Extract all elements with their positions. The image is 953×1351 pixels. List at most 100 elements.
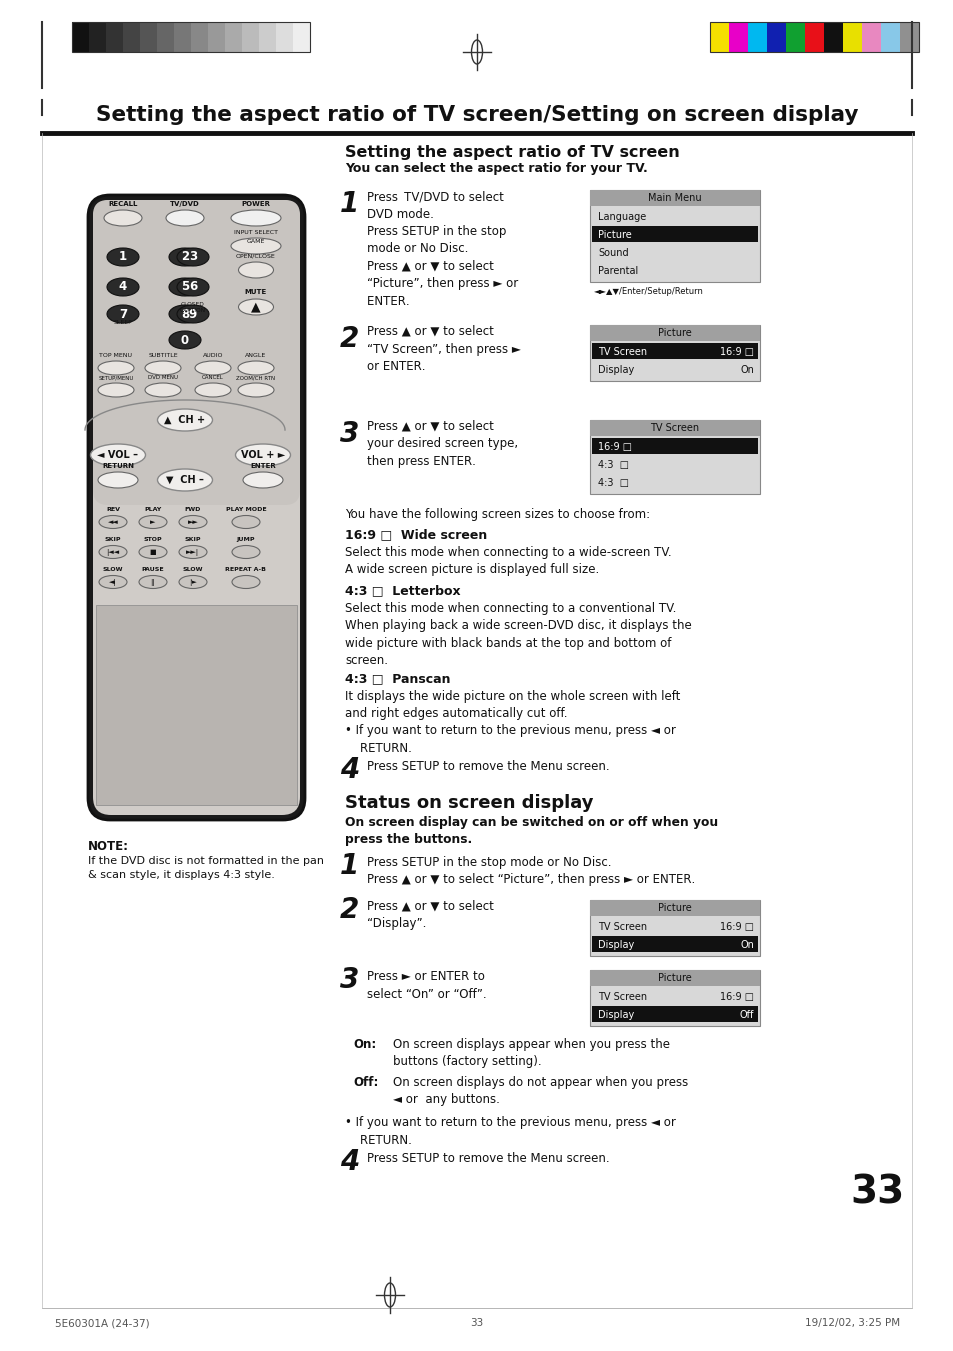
Text: ►: ► <box>151 519 155 526</box>
Text: Press ​SETUP​ to remove the Menu screen.: Press ​SETUP​ to remove the Menu screen. <box>367 761 609 773</box>
Bar <box>106 22 123 51</box>
Text: 1: 1 <box>339 190 359 218</box>
Text: PLAY: PLAY <box>144 507 161 512</box>
Text: Sound: Sound <box>598 249 628 258</box>
Text: Language: Language <box>598 212 645 222</box>
Text: Picture: Picture <box>658 973 691 984</box>
Ellipse shape <box>179 546 207 558</box>
Bar <box>747 22 766 51</box>
Bar <box>96 605 296 805</box>
Text: Select this mode when connecting to a wide-screen TV.
A wide screen picture is d: Select this mode when connecting to a wi… <box>345 546 671 577</box>
Bar <box>71 22 310 51</box>
Text: Off: Off <box>739 1011 753 1020</box>
Ellipse shape <box>238 262 274 278</box>
Ellipse shape <box>145 382 181 397</box>
Ellipse shape <box>177 249 209 266</box>
Bar <box>899 22 918 51</box>
Text: SKIP: SKIP <box>105 536 121 542</box>
Bar <box>140 22 157 51</box>
Text: On: On <box>740 365 753 376</box>
Text: You have the following screen sizes to choose from:: You have the following screen sizes to c… <box>345 508 649 521</box>
Text: TV Screen: TV Screen <box>650 423 699 434</box>
Bar <box>123 22 140 51</box>
Ellipse shape <box>99 516 127 528</box>
Text: PAUSE: PAUSE <box>142 567 164 571</box>
Ellipse shape <box>169 278 201 296</box>
Text: Main Menu: Main Menu <box>647 193 701 203</box>
Ellipse shape <box>179 576 207 589</box>
Ellipse shape <box>177 278 209 296</box>
Bar <box>592 1006 758 1021</box>
Text: 19/12/02, 3:25 PM: 19/12/02, 3:25 PM <box>804 1319 899 1328</box>
Text: FWD: FWD <box>185 507 201 512</box>
Bar <box>157 22 173 51</box>
Text: ◄◄: ◄◄ <box>108 519 118 526</box>
Text: 2: 2 <box>339 326 359 353</box>
Text: SKIP: SKIP <box>185 536 201 542</box>
Text: 3: 3 <box>339 966 359 994</box>
Text: On: On <box>740 940 753 950</box>
Text: Press ▲ or ▼ to select
“Display”.: Press ▲ or ▼ to select “Display”. <box>367 900 494 931</box>
Text: Display: Display <box>598 365 634 376</box>
Bar <box>862 22 880 51</box>
Text: 0: 0 <box>181 334 189 346</box>
Bar <box>242 22 258 51</box>
FancyBboxPatch shape <box>92 200 299 815</box>
Ellipse shape <box>98 382 133 397</box>
Text: On screen displays appear when you press the
buttons (factory setting).: On screen displays appear when you press… <box>393 1038 669 1069</box>
Text: 8: 8 <box>181 308 189 320</box>
Text: ▲: ▲ <box>251 300 260 313</box>
Bar <box>225 22 242 51</box>
Text: NOTE:: NOTE: <box>88 840 129 852</box>
Ellipse shape <box>98 361 133 376</box>
Bar <box>592 343 758 359</box>
Text: 16:9 □: 16:9 □ <box>720 992 753 1002</box>
Text: ◄►▲▼/Enter/Setup/Return: ◄►▲▼/Enter/Setup/Return <box>594 288 703 296</box>
Text: 33: 33 <box>470 1319 483 1328</box>
FancyBboxPatch shape <box>92 200 299 505</box>
Ellipse shape <box>231 209 281 226</box>
Ellipse shape <box>139 546 167 558</box>
Text: ◄|: ◄| <box>109 578 117 585</box>
Text: Picture: Picture <box>658 328 691 338</box>
Text: • If you want to return to the previous menu, press ◄ or
    ​RETURN​.: • If you want to return to the previous … <box>345 724 675 754</box>
Bar <box>589 420 760 494</box>
Ellipse shape <box>232 576 260 589</box>
Text: INPUT SELECT: INPUT SELECT <box>233 230 277 235</box>
Ellipse shape <box>99 576 127 589</box>
Ellipse shape <box>145 361 181 376</box>
Text: |◄◄: |◄◄ <box>107 549 119 555</box>
Ellipse shape <box>243 471 283 488</box>
Text: RETURN: RETURN <box>102 463 133 469</box>
Text: ENTER: ENTER <box>250 463 275 469</box>
Text: SUBTITLE: SUBTITLE <box>148 353 177 358</box>
Text: RECALL: RECALL <box>109 201 137 207</box>
Text: 9: 9 <box>189 308 197 320</box>
Bar <box>728 22 747 51</box>
Ellipse shape <box>169 331 201 349</box>
Text: On screen display can be switched on or off when you
press the buttons.: On screen display can be switched on or … <box>345 816 718 846</box>
Text: 3: 3 <box>339 420 359 449</box>
Text: 1: 1 <box>339 852 359 880</box>
Text: If the DVD disc is not formatted in the pan
& scan style, it displays 4:3 style.: If the DVD disc is not formatted in the … <box>88 857 324 880</box>
Bar <box>880 22 899 51</box>
Text: Parental: Parental <box>598 266 638 276</box>
Text: 6: 6 <box>189 281 197 293</box>
Bar <box>589 190 760 205</box>
Ellipse shape <box>232 546 260 558</box>
Bar <box>589 970 760 1025</box>
Text: ►►|: ►►| <box>186 549 199 555</box>
Ellipse shape <box>232 516 260 528</box>
Text: 16:9 □: 16:9 □ <box>720 921 753 932</box>
Bar <box>589 420 760 436</box>
Ellipse shape <box>107 278 139 296</box>
Bar <box>173 22 191 51</box>
Bar <box>589 326 760 340</box>
Ellipse shape <box>99 546 127 558</box>
Text: 33: 33 <box>850 1174 904 1212</box>
Text: Picture: Picture <box>598 230 631 240</box>
Ellipse shape <box>98 471 138 488</box>
Text: You can select the aspect ratio for your TV.: You can select the aspect ratio for your… <box>345 162 647 176</box>
Text: REPEAT A-B: REPEAT A-B <box>225 567 266 571</box>
Bar <box>589 900 760 957</box>
